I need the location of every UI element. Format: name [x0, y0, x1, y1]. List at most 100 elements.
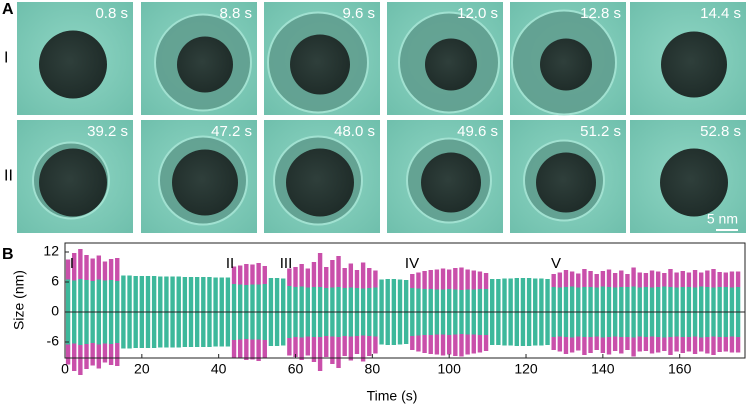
shell-bar — [563, 337, 569, 354]
shell-bar — [287, 338, 292, 356]
shell-bar — [250, 264, 255, 285]
particle-core — [421, 152, 481, 213]
shell-bar — [65, 344, 71, 365]
shell-bar — [705, 270, 710, 287]
shell-bar — [434, 334, 440, 355]
shell-bar — [84, 344, 89, 369]
row-label: I — [4, 50, 8, 67]
panel-label: B — [2, 246, 14, 263]
shell-bar — [330, 336, 335, 364]
shell-bar — [330, 260, 335, 288]
shell-bar — [625, 337, 630, 350]
shell-bar — [692, 336, 698, 354]
shell-bar — [471, 270, 476, 290]
shell-bar — [729, 271, 735, 288]
shell-bar — [551, 274, 556, 287]
shell-bar — [483, 335, 489, 351]
shell-bar — [96, 344, 102, 369]
annotation: V — [551, 255, 561, 272]
shell-bar — [459, 334, 464, 357]
shell-bar — [643, 337, 649, 351]
shell-bar — [655, 271, 661, 287]
time-label: 12.0 s — [457, 5, 498, 22]
shell-bar — [569, 337, 575, 353]
shell-bar — [735, 271, 741, 287]
shell-bar — [477, 271, 483, 289]
shell-bar — [305, 336, 311, 356]
shell-bar — [72, 253, 77, 281]
shell-bar — [262, 340, 267, 358]
time-label: 51.2 s — [580, 123, 621, 140]
shell-bar — [686, 272, 692, 287]
shell-bar — [569, 271, 575, 287]
shell-bar — [453, 334, 458, 356]
particle-core — [536, 152, 596, 213]
shell-bar — [428, 335, 433, 354]
x-tick-label: 120 — [514, 361, 538, 377]
shell-bar — [440, 334, 446, 356]
shell-bar — [256, 263, 261, 285]
shell-bar — [293, 337, 298, 357]
shell-bar — [594, 274, 599, 288]
shell-bar — [428, 270, 433, 289]
shell-bar — [668, 337, 673, 355]
time-label: 48.0 s — [334, 123, 375, 140]
shell-bar — [686, 337, 692, 352]
annotation: I — [70, 255, 74, 272]
shell-bar — [668, 269, 673, 287]
shell-bar — [662, 337, 667, 351]
shell-bar — [705, 337, 710, 354]
shell-bar — [90, 343, 95, 366]
y-axis-label: Size (nm) — [11, 270, 27, 330]
shell-bar — [250, 339, 255, 360]
shell-bar — [115, 258, 120, 281]
panel-label: A — [2, 1, 14, 18]
shell-bar — [600, 271, 606, 287]
x-tick-label: 100 — [438, 361, 462, 377]
y-tick-label: 6 — [51, 273, 59, 289]
shell-bar — [256, 339, 261, 361]
shell-bar — [299, 337, 304, 360]
row-label: II — [4, 168, 13, 185]
x-tick-label: 40 — [211, 361, 227, 377]
shell-bar — [410, 274, 415, 288]
shell-bar — [342, 336, 347, 356]
shell-bar — [612, 273, 618, 288]
shell-bar — [662, 273, 667, 287]
shell-bar — [680, 337, 685, 353]
shell-bar — [311, 337, 317, 362]
shell-bar — [108, 344, 114, 365]
shell-bar — [619, 270, 624, 287]
time-label: 8.8 s — [219, 5, 252, 22]
time-label: 39.2 s — [87, 123, 128, 140]
particle-core — [660, 148, 728, 217]
shell-bar — [311, 262, 317, 287]
y-tick-label: -6 — [47, 333, 60, 349]
shell-bar — [588, 337, 593, 353]
shell-bar — [606, 337, 612, 355]
shell-bar — [305, 268, 311, 288]
shell-bar — [373, 270, 378, 288]
shell-bar — [699, 337, 704, 352]
shell-bar — [231, 340, 237, 358]
shell-bar — [674, 336, 679, 352]
shell-bar — [336, 256, 341, 287]
shell-bar — [649, 336, 655, 354]
shell-bar — [360, 335, 366, 362]
shell-bar — [600, 337, 606, 353]
shell-bar — [483, 273, 489, 289]
shell-bar — [459, 267, 464, 290]
shell-bar — [637, 336, 642, 352]
time-label: 52.8 s — [700, 123, 741, 140]
shell-bar — [606, 269, 612, 287]
particle-core — [290, 34, 350, 95]
shell-bar — [262, 266, 267, 284]
time-label: 9.6 s — [342, 5, 375, 22]
shell-bar — [78, 345, 83, 375]
shell-bar — [723, 272, 728, 287]
annotation: II — [226, 255, 234, 272]
shell-bar — [299, 264, 304, 287]
time-label: 47.2 s — [211, 123, 252, 140]
shell-bar — [735, 337, 741, 353]
plot-frame — [64, 242, 746, 359]
